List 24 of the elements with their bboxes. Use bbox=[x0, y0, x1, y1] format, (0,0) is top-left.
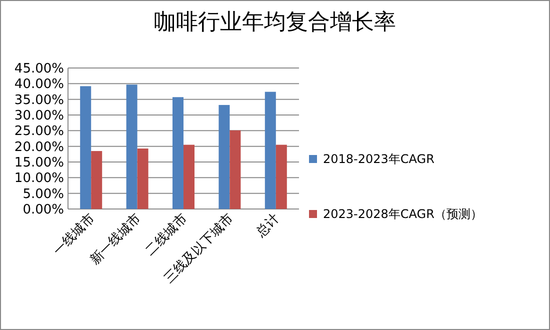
legend-label: 2018-2023年CAGR bbox=[323, 151, 434, 168]
y-tick-label: 15.00% bbox=[14, 156, 64, 170]
y-tick-label: 20.00% bbox=[14, 140, 64, 155]
y-tick-label: 40.00% bbox=[14, 77, 64, 92]
legend-label: 2023-2028年CAGR（预测） bbox=[323, 206, 482, 223]
bar bbox=[230, 130, 241, 209]
y-tick-label: 45.00% bbox=[14, 62, 64, 76]
y-tick-label: 30.00% bbox=[14, 108, 64, 124]
y-tick-label: 35.00% bbox=[14, 92, 64, 108]
bar bbox=[80, 86, 92, 209]
x-tick-label: 总计 bbox=[253, 211, 283, 241]
bar bbox=[172, 97, 184, 209]
bar bbox=[264, 92, 276, 209]
bar bbox=[184, 144, 194, 209]
bar bbox=[137, 148, 148, 209]
y-tick-label: 25.00% bbox=[14, 124, 64, 140]
y-tick-label: 10.00% bbox=[14, 171, 64, 186]
chart-title: 咖啡行业年均复合增长率 bbox=[153, 9, 397, 37]
bar bbox=[276, 144, 287, 209]
bar bbox=[91, 151, 102, 209]
bar bbox=[218, 104, 230, 209]
y-tick-label: 5.00% bbox=[22, 186, 64, 202]
bar bbox=[126, 84, 138, 209]
y-tick-label: 0.00% bbox=[22, 202, 64, 218]
